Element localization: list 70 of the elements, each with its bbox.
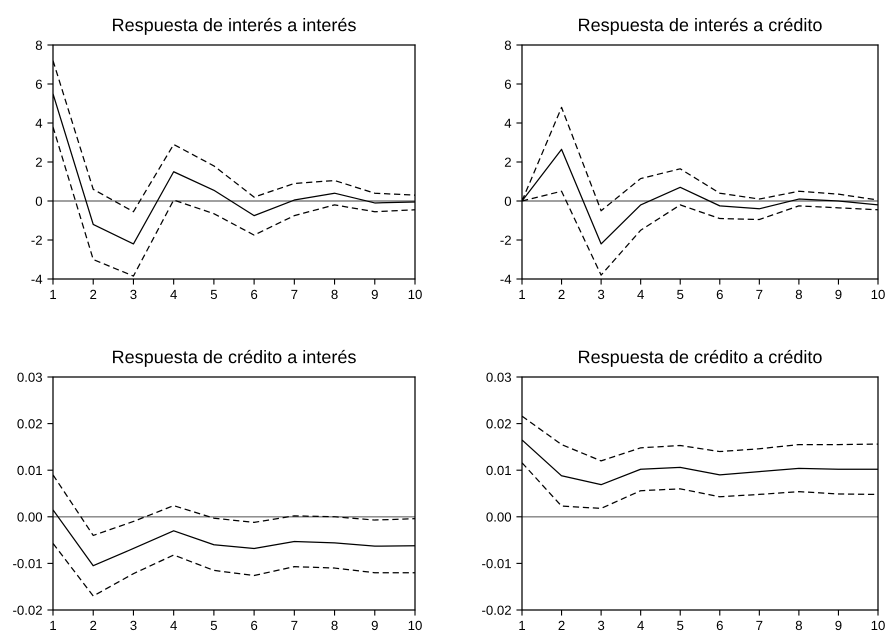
y-tick-label: -0.02 — [482, 606, 511, 615]
y-tick-label: 0.02 — [486, 419, 511, 429]
y-tick-label: 2 — [504, 158, 511, 167]
x-tick-label: 6 — [251, 620, 258, 630]
y-tick-label: -0.01 — [13, 558, 42, 568]
x-tick-label: 2 — [558, 290, 565, 299]
y-tick-label: 2 — [36, 158, 42, 167]
y-tick-label: 0.01 — [17, 466, 42, 476]
y-tick-label: 0 — [504, 196, 512, 206]
x-tick-label: 4 — [170, 290, 177, 299]
y-tick-label: -2 — [500, 236, 511, 245]
chart-title: Respuesta de interés a interés — [113, 18, 356, 35]
x-tick-label: 9 — [372, 620, 378, 630]
x-tick-label: 1 — [50, 620, 56, 630]
y-tick-label: 0 — [36, 196, 42, 206]
x-tick-label: 9 — [835, 290, 842, 300]
x-tick-label: 4 — [170, 620, 177, 630]
y-tick-label: 0.03 — [17, 372, 42, 382]
y-tick-label: 6 — [504, 80, 512, 89]
x-tick-label: 10 — [872, 620, 885, 630]
x-tick-label: 3 — [598, 290, 604, 300]
x-tick-label: 7 — [756, 620, 762, 630]
x-tick-label: 3 — [130, 620, 137, 630]
y-tick-label: 6 — [36, 80, 42, 89]
x-tick-label: 9 — [372, 290, 378, 300]
y-tick-label: -2 — [31, 236, 42, 245]
x-tick-label: 5 — [210, 620, 218, 630]
x-tick-label: 8 — [796, 290, 802, 300]
x-tick-label: 3 — [130, 290, 137, 300]
chart-title: Respuesta de crédito a crédito — [579, 350, 822, 367]
y-tick-label: 0.00 — [486, 512, 512, 522]
y-tick-label: 8 — [504, 40, 512, 50]
chart-title: Respuesta de interés a crédito — [579, 18, 822, 35]
y-tick-label: 0.00 — [17, 512, 42, 522]
x-tick-label: 6 — [251, 290, 258, 300]
x-tick-label: 3 — [598, 620, 604, 630]
x-tick-label: 8 — [331, 290, 338, 300]
x-tick-label: 8 — [796, 620, 802, 630]
y-tick-label: 0.03 — [486, 372, 512, 382]
y-tick-label: -0.01 — [482, 558, 511, 568]
x-tick-label: 10 — [872, 290, 885, 300]
y-tick-label: 4 — [36, 118, 42, 128]
y-tick-label: 0.02 — [17, 419, 42, 429]
x-tick-label: 7 — [291, 290, 298, 299]
x-tick-label: 2 — [558, 620, 565, 630]
x-tick-label: 1 — [50, 290, 56, 299]
x-tick-label: 4 — [637, 290, 644, 299]
x-tick-label: 5 — [677, 620, 684, 630]
x-tick-label: 1 — [519, 290, 526, 299]
x-tick-label: 5 — [677, 290, 684, 300]
y-tick-label: 8 — [36, 40, 42, 50]
x-tick-label: 4 — [637, 620, 644, 630]
x-tick-label: 6 — [716, 620, 723, 630]
y-tick-label: 0.01 — [486, 466, 511, 476]
x-tick-label: 10 — [408, 620, 422, 630]
x-tick-label: 2 — [90, 620, 96, 630]
x-tick-label: 6 — [716, 290, 723, 300]
y-tick-label: -4 — [500, 274, 512, 284]
y-tick-label: 4 — [504, 118, 512, 128]
chart-title: Respuesta de crédito a interés — [113, 350, 356, 367]
x-tick-label: 7 — [291, 620, 298, 630]
x-tick-label: 2 — [90, 290, 96, 299]
x-tick-label: 8 — [331, 620, 338, 630]
y-tick-label: -0.02 — [13, 606, 42, 615]
x-tick-label: 9 — [835, 620, 842, 630]
x-tick-label: 10 — [408, 290, 422, 300]
x-tick-label: 5 — [210, 290, 218, 300]
x-tick-label: 1 — [519, 620, 526, 630]
x-tick-label: 7 — [756, 290, 762, 299]
y-tick-label: -4 — [31, 274, 42, 284]
